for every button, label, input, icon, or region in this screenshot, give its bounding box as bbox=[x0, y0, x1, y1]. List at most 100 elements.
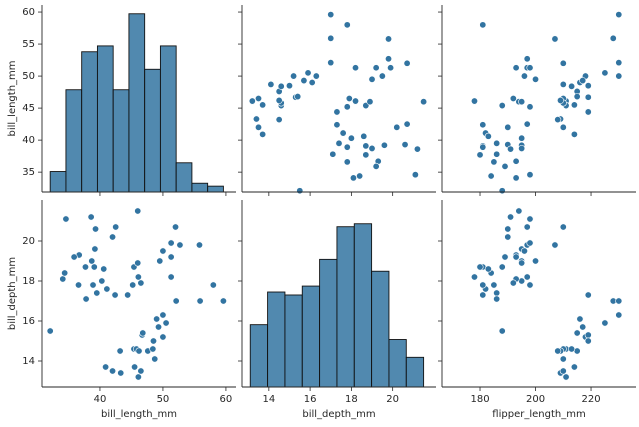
point bbox=[559, 223, 567, 231]
x-tick-label: 220 bbox=[581, 394, 600, 405]
point bbox=[420, 98, 428, 106]
point bbox=[498, 327, 506, 335]
point bbox=[401, 141, 409, 149]
point bbox=[339, 129, 347, 137]
point bbox=[470, 97, 478, 105]
point bbox=[285, 82, 293, 90]
point bbox=[570, 363, 578, 371]
y-tick-label: 14 bbox=[22, 356, 35, 367]
point bbox=[134, 259, 142, 267]
point bbox=[526, 281, 534, 289]
point bbox=[490, 281, 498, 289]
point bbox=[134, 373, 142, 381]
point bbox=[195, 241, 203, 249]
point bbox=[176, 241, 184, 249]
point bbox=[100, 265, 108, 273]
x-axis-label: bill_depth_mm bbox=[302, 409, 375, 420]
point bbox=[167, 253, 175, 261]
x-axis-label: bill_length_mm bbox=[101, 409, 177, 420]
point bbox=[493, 150, 501, 158]
point bbox=[615, 11, 623, 19]
point bbox=[584, 82, 592, 90]
point bbox=[554, 347, 562, 355]
point bbox=[153, 315, 161, 323]
point bbox=[296, 187, 304, 195]
point bbox=[372, 64, 380, 72]
point bbox=[75, 281, 83, 289]
x-axis-label: flipper_length_mm bbox=[492, 409, 585, 420]
point bbox=[92, 225, 100, 233]
point bbox=[102, 363, 110, 371]
point bbox=[579, 77, 587, 85]
point bbox=[352, 64, 360, 72]
point bbox=[554, 116, 562, 124]
point bbox=[385, 55, 393, 63]
hist-bar bbox=[96, 45, 114, 193]
point bbox=[137, 279, 145, 287]
point bbox=[576, 315, 584, 323]
point bbox=[484, 132, 492, 140]
point bbox=[518, 98, 526, 106]
point bbox=[82, 295, 90, 303]
point bbox=[172, 297, 180, 305]
point bbox=[59, 275, 67, 283]
hist-bar bbox=[249, 324, 269, 388]
point bbox=[90, 263, 98, 271]
point bbox=[493, 139, 501, 147]
point bbox=[88, 257, 96, 265]
point bbox=[372, 162, 380, 170]
hist-bar bbox=[128, 13, 146, 193]
point bbox=[135, 347, 143, 355]
point bbox=[343, 158, 351, 166]
point bbox=[380, 141, 388, 149]
hist-bar bbox=[65, 89, 83, 193]
point bbox=[615, 297, 623, 305]
point bbox=[484, 265, 492, 273]
point bbox=[504, 233, 512, 241]
x-tick-label: 60 bbox=[220, 394, 233, 405]
point bbox=[520, 72, 528, 80]
point bbox=[559, 355, 567, 363]
point bbox=[615, 72, 623, 80]
point bbox=[61, 269, 69, 277]
point bbox=[131, 363, 139, 371]
point bbox=[532, 75, 540, 83]
hist-bar bbox=[353, 223, 373, 388]
point bbox=[507, 213, 515, 221]
point bbox=[129, 281, 137, 289]
y-tick-label: 45 bbox=[22, 103, 35, 114]
y-tick-label: 16 bbox=[22, 316, 35, 327]
point bbox=[333, 121, 341, 129]
hist-bar bbox=[405, 356, 425, 388]
point bbox=[518, 259, 526, 267]
point bbox=[149, 337, 157, 345]
point bbox=[277, 82, 285, 90]
point bbox=[87, 213, 95, 221]
point bbox=[518, 134, 526, 142]
point bbox=[308, 78, 316, 86]
point bbox=[91, 245, 99, 253]
hist-bar bbox=[371, 270, 390, 388]
point bbox=[512, 64, 520, 72]
point bbox=[343, 103, 351, 111]
point bbox=[327, 34, 335, 42]
point bbox=[149, 345, 157, 353]
point bbox=[294, 93, 302, 101]
point bbox=[362, 151, 370, 159]
point bbox=[601, 319, 609, 327]
point bbox=[584, 331, 592, 339]
point bbox=[356, 172, 364, 180]
point bbox=[487, 172, 495, 180]
point bbox=[387, 64, 395, 72]
point bbox=[393, 123, 401, 131]
point bbox=[267, 80, 275, 88]
x-tick-label: 40 bbox=[94, 394, 107, 405]
point bbox=[159, 311, 167, 319]
hist-bar bbox=[336, 226, 355, 388]
point bbox=[512, 157, 520, 165]
y-axis-label: bill_depth_mm bbox=[7, 257, 18, 330]
point bbox=[290, 72, 298, 80]
point bbox=[248, 97, 256, 105]
point bbox=[300, 77, 308, 85]
